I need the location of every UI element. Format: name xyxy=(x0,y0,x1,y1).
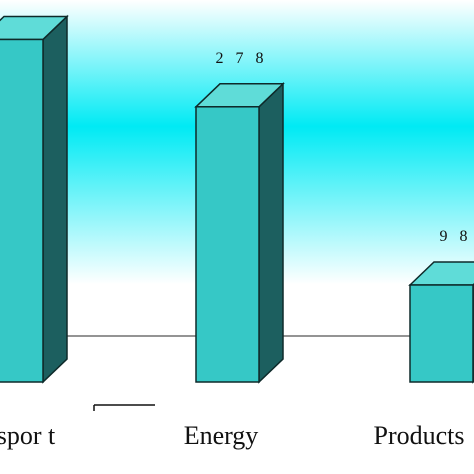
category-label: Energy xyxy=(184,421,259,450)
bar-front-face xyxy=(195,106,260,383)
bar-front-face xyxy=(409,284,474,383)
bar-energy xyxy=(194,82,285,384)
bar-sport xyxy=(0,14,69,384)
category-label: spor t xyxy=(0,421,56,450)
value-label: 9 8 xyxy=(440,228,472,245)
bar-side-face xyxy=(258,82,284,384)
bar-front-face xyxy=(0,38,44,383)
value-label: 2 7 8 xyxy=(216,50,268,67)
bar-side-face xyxy=(42,14,68,384)
bar-products xyxy=(408,261,474,384)
category-label: Products xyxy=(374,421,465,450)
